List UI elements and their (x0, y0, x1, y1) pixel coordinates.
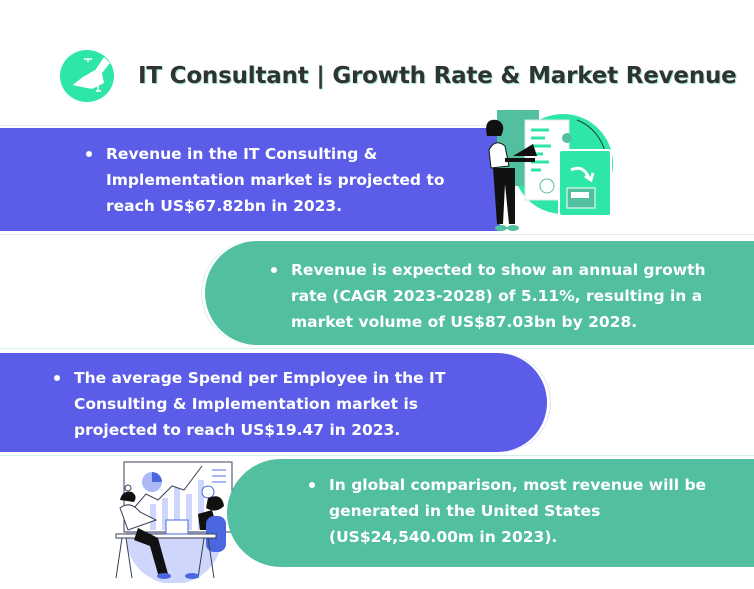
header: IT Consultant | Growth Rate & Market Rev… (58, 48, 737, 104)
stat-text: Revenue is expected to show an annual gr… (269, 257, 709, 335)
stat-band-united-states: In global comparison, most revenue will … (227, 459, 754, 567)
stat-band-cagr: Revenue is expected to show an annual gr… (205, 241, 754, 345)
woman-laptop-documents-illustration-icon (486, 110, 613, 231)
divider (0, 125, 495, 126)
stat-text: In global comparison, most revenue will … (307, 472, 707, 550)
stat-band-revenue-2023: Revenue in the IT Consulting & Implement… (0, 128, 500, 231)
meeting-analytics-chart-illustration-icon (115, 461, 233, 583)
page-title: IT Consultant | Growth Rate & Market Rev… (138, 63, 737, 89)
stat-text: Revenue in the IT Consulting & Implement… (84, 141, 454, 219)
fish-circle-logo-icon (60, 50, 114, 102)
divider (0, 234, 754, 235)
divider (0, 455, 754, 456)
stat-band-spend-per-employee: The average Spend per Employee in the IT… (0, 353, 547, 452)
stat-text: The average Spend per Employee in the IT… (52, 365, 452, 443)
divider (0, 348, 754, 349)
